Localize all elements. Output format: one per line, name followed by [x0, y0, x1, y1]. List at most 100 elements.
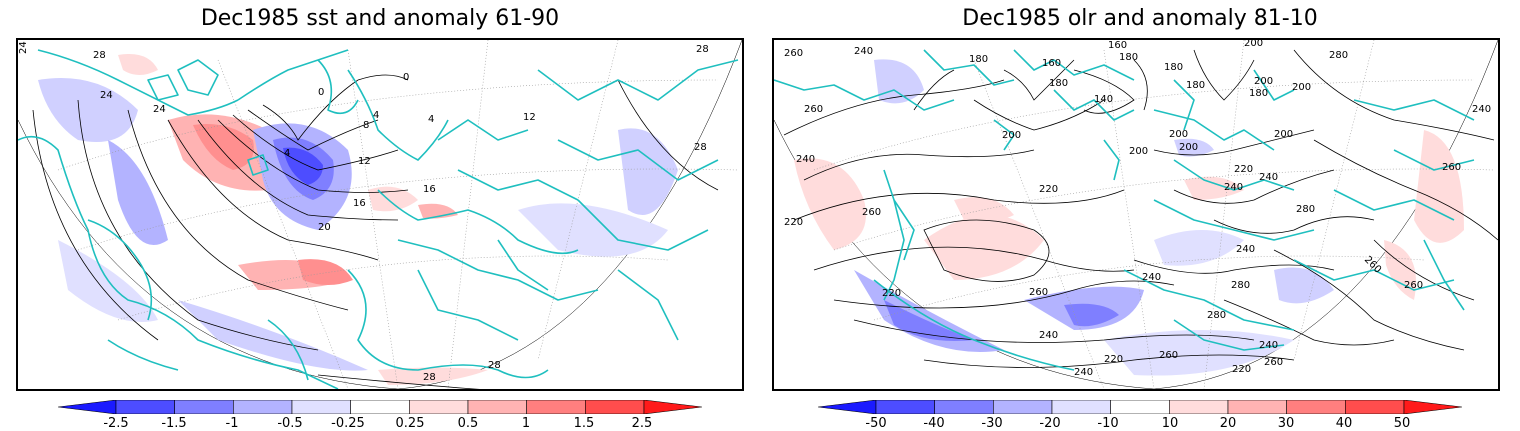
anomaly-warm-5 — [1414, 130, 1464, 243]
colorbar-bin — [1051, 400, 1111, 414]
contour-label: 280 — [1329, 50, 1348, 61]
olr-contour-labels: 260 240 180 160 160 180 200 280 200 180 … — [784, 40, 1491, 378]
anomaly-cold-6 — [1104, 330, 1294, 376]
olr-map: 260 240 180 160 160 180 200 280 200 180 … — [772, 38, 1500, 391]
contour-label: 12 — [523, 112, 536, 123]
anomaly-cold-8 — [618, 128, 678, 215]
contour-label: 200 — [1292, 82, 1311, 93]
contour-label: 24 — [18, 41, 29, 54]
anomaly-cold-2 — [854, 270, 1004, 352]
contour-label: 260 — [1442, 162, 1461, 173]
contour-label: 200 — [1179, 142, 1198, 153]
contour-label: 220 — [1104, 354, 1123, 365]
contour-label: 8 — [363, 120, 369, 131]
contour-label: 240 — [854, 46, 873, 57]
coastlines — [774, 49, 1475, 371]
contour-label: 200 — [1169, 129, 1188, 140]
contour-label: 28 — [696, 44, 709, 55]
colorbar-bin — [993, 400, 1053, 414]
anomaly-warm-4 — [1184, 176, 1244, 200]
contour-label: 28 — [488, 360, 501, 371]
contour-label: 200 — [1244, 40, 1263, 49]
contour-label: 28 — [93, 50, 106, 61]
contour-label: 16 — [353, 198, 366, 209]
contour-label: 240 — [1039, 330, 1058, 341]
contour-label: 180 — [1049, 78, 1068, 89]
contour-label: 240 — [1074, 367, 1093, 378]
colorbar-bin — [174, 400, 234, 414]
contour-label: 140 — [1094, 94, 1113, 105]
colorbar-bin — [818, 400, 877, 414]
contour-label: 220 — [882, 288, 901, 299]
contour-label: 220 — [784, 217, 803, 228]
sst-colorbar — [58, 400, 702, 414]
contour-label: 240 — [1236, 244, 1255, 255]
contour-label: 28 — [423, 372, 436, 383]
olr-colorbar-ticks: -50 -40 -30 -20 -10 10 20 30 40 50 — [818, 416, 1462, 431]
colorbar-bin — [1286, 400, 1346, 414]
olr-panel-title: Dec1985 olr and anomaly 81-10 — [962, 6, 1318, 31]
colorbar-cells — [58, 400, 702, 414]
contour-label: 220 — [1039, 184, 1058, 195]
sst-map: 24 28 24 24 20 16 16 12 8 4 4 0 0 4 12 2… — [16, 38, 744, 391]
anomaly-cold-9 — [1174, 138, 1214, 157]
colorbar-tick: 20 — [1219, 416, 1237, 431]
colorbar-bin — [934, 400, 994, 414]
map-boundary — [18, 40, 742, 389]
contour-label: 180 — [969, 54, 988, 65]
anomaly-warm-4 — [378, 367, 488, 385]
sst-colorbar-ticks: -2.5 -1.5 -1 -0.5 -0.25 0.25 0.5 1 1.5 2… — [58, 416, 702, 431]
contour-label: 280 — [1231, 280, 1250, 291]
anomaly-warm-1b — [193, 124, 254, 170]
colorbar-bin — [875, 400, 935, 414]
contours — [783, 49, 1498, 368]
contour-label: 4 — [428, 114, 434, 125]
anomaly-cold-7 — [178, 300, 368, 371]
contour-label: 200 — [1254, 76, 1273, 87]
anomaly-cold-4 — [38, 78, 138, 142]
contour-label: 260 — [1029, 287, 1048, 298]
colorbar-tick: -1 — [225, 416, 239, 431]
contour-label: 0 — [318, 87, 324, 98]
anomaly-warm-2 — [924, 215, 1044, 280]
colorbar-tick: -2.5 — [103, 416, 129, 431]
contour-label: 180 — [1119, 52, 1138, 63]
contour-label: 200 — [1129, 146, 1148, 157]
sst-contour-labels: 24 28 24 24 20 16 16 12 8 4 4 0 0 4 12 2… — [18, 41, 709, 383]
contour-label: 260 — [1404, 280, 1423, 291]
contour-label: 220 — [1232, 364, 1251, 375]
colorbar-bin — [58, 400, 117, 414]
colorbar-bin — [1403, 400, 1462, 414]
anomaly-warm-5 — [368, 186, 418, 212]
olr-panel: Dec1985 olr and anomaly 81-10 — [760, 0, 1520, 431]
colorbar-bin — [467, 400, 527, 414]
colorbar-tick: -10 — [1097, 416, 1119, 431]
colorbar-tick: -1.5 — [161, 416, 187, 431]
colorbar-tick: -20 — [1039, 416, 1061, 431]
anomaly-cold-3 — [283, 147, 323, 185]
colorbar-tick: 0.5 — [457, 416, 479, 431]
contour-label: 0 — [403, 72, 409, 83]
contour-label: 200 — [1002, 130, 1021, 141]
anomaly-cold-5 — [1064, 303, 1119, 327]
colorbar-bin — [115, 400, 175, 414]
anomaly-warm-3 — [954, 197, 1014, 222]
contour-label: 180 — [1164, 62, 1183, 73]
colorbar-tick: 40 — [1335, 416, 1353, 431]
colorbar-cells — [818, 400, 1462, 414]
colorbar-tick: 10 — [1161, 416, 1179, 431]
olr-colorbar — [818, 400, 1462, 414]
contour-label: 280 — [1296, 204, 1315, 215]
colorbar-bin — [291, 400, 351, 414]
anomaly-warm-1 — [794, 158, 866, 250]
anomaly-cold-9 — [518, 203, 668, 257]
contour-label: 20 — [318, 222, 331, 233]
contour-label: 28 — [694, 142, 707, 153]
colorbar-bin — [526, 400, 586, 414]
anomaly-warm-3 — [298, 259, 353, 285]
contour-label: 260 — [804, 104, 823, 115]
colorbar-tick: -0.25 — [331, 416, 365, 431]
contour-label: 240 — [1259, 172, 1278, 183]
colorbar-bin — [1345, 400, 1405, 414]
colorbar-bin — [585, 400, 645, 414]
